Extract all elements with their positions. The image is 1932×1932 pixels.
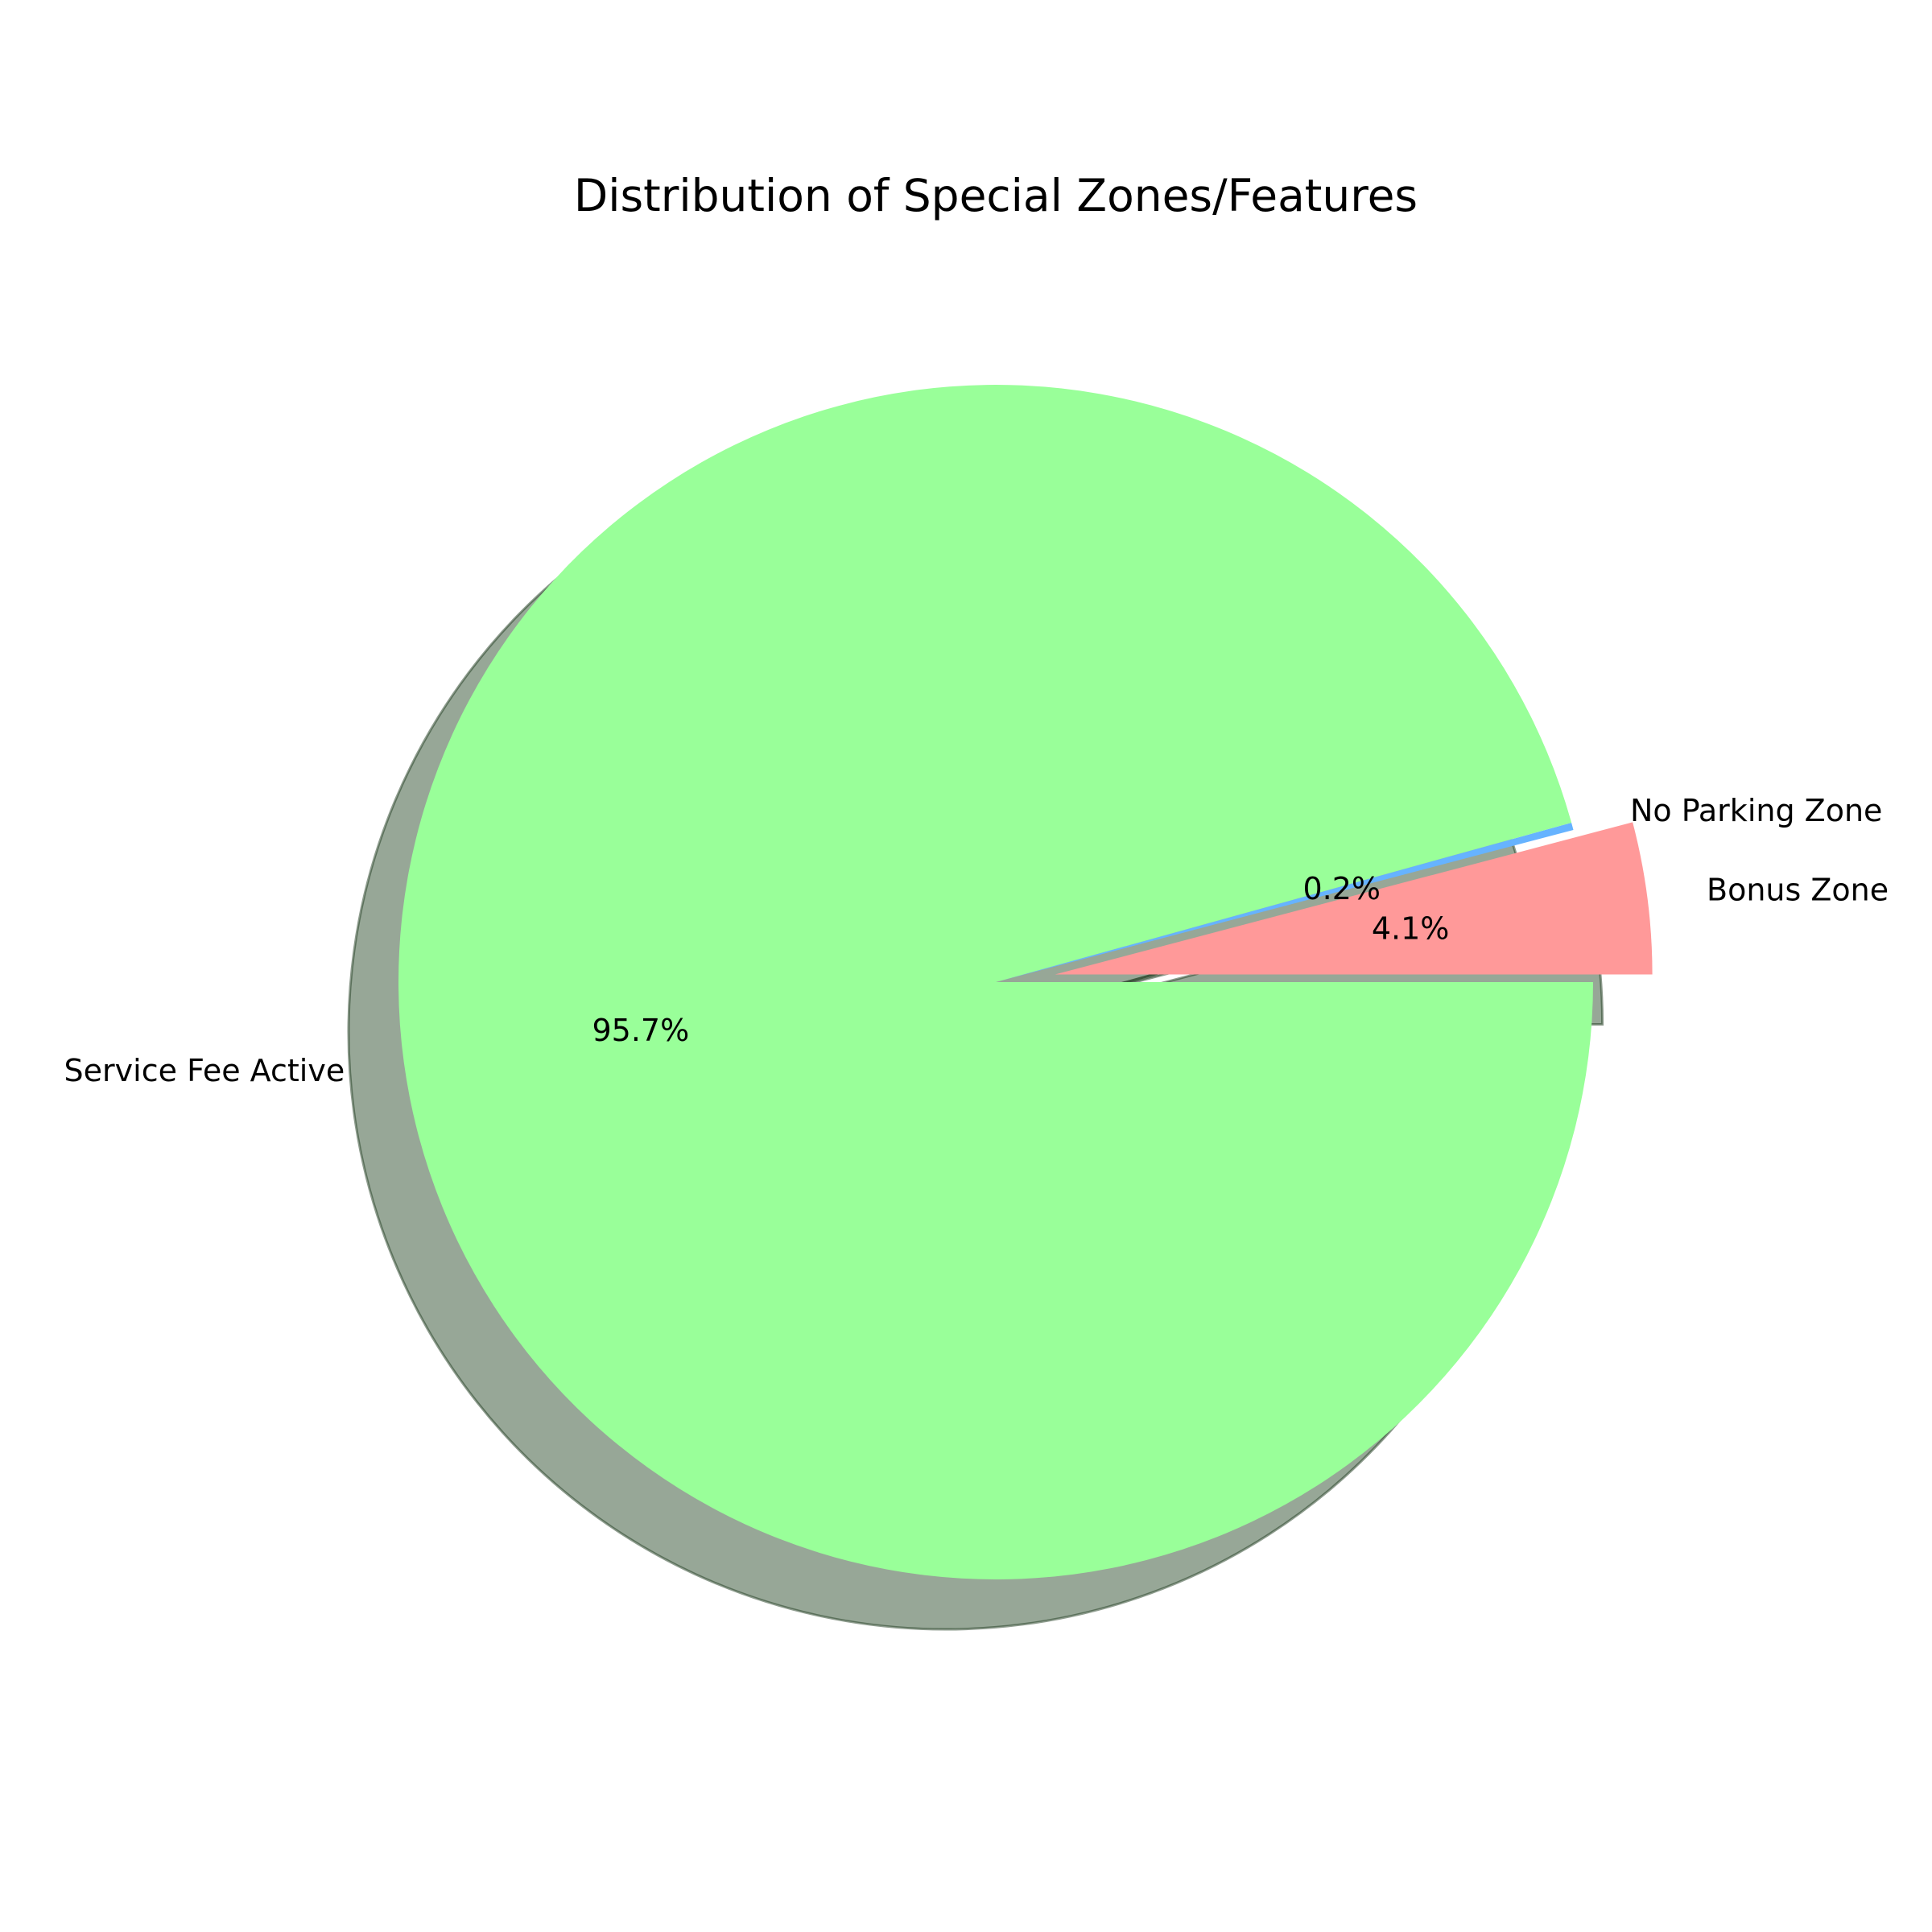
slice-label-service-fee-active: Service Fee Active: [64, 1053, 345, 1088]
pie-slice-bonus-zone: [1055, 822, 1653, 975]
slice-percent-service-fee-active: 95.7%: [592, 1013, 689, 1048]
pie-labels: Bonus Zone 4.1% No Parking Zone 0.2% Service…: [64, 793, 1889, 1088]
pie-slice-no-parking-zone: [996, 822, 1574, 982]
pie-slices: [398, 385, 1653, 1580]
pie-slice-service-fee-active: [398, 385, 1594, 1580]
slice-label-bonus-zone: Bonus Zone: [1707, 873, 1889, 908]
chart-title: Distribution of Special Zones/Features: [574, 170, 1418, 221]
slice-percent-no-parking-zone: 0.2%: [1303, 871, 1381, 906]
slice-label-no-parking-zone: No Parking Zone: [1630, 793, 1882, 828]
slice-percent-bonus-zone: 4.1%: [1372, 910, 1450, 946]
